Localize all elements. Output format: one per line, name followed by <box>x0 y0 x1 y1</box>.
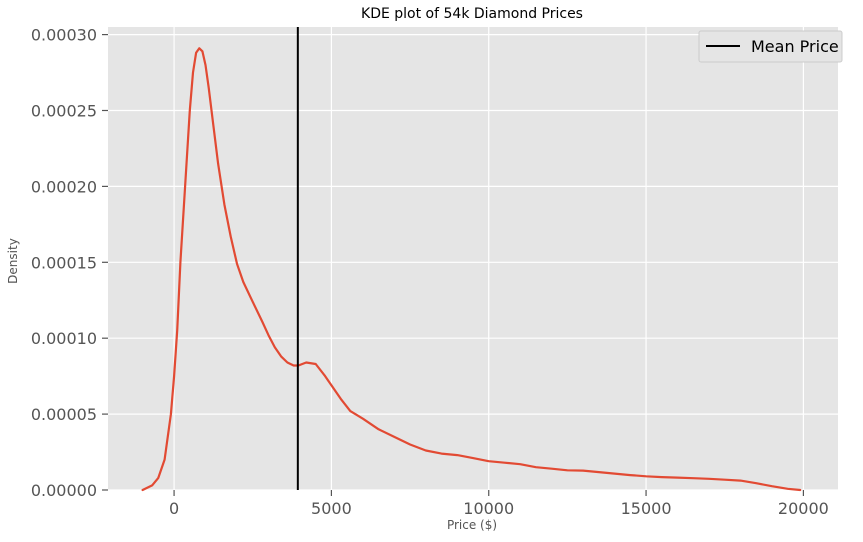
y-tick-label-3: 0.00015 <box>31 253 97 272</box>
series-layer <box>141 47 802 492</box>
y-tick-label-0: 0.00000 <box>31 481 97 500</box>
x-axis-label: Price ($) <box>447 518 497 532</box>
legend: Mean Price <box>698 30 843 63</box>
grid-lines <box>108 27 838 491</box>
y-tick-label-2: 0.00010 <box>31 329 97 348</box>
x-tick-label-0: 0 <box>169 499 179 518</box>
legend-box <box>698 30 843 63</box>
y-tick-label-6: 0.00030 <box>31 26 97 45</box>
x-tick-label-2: 10000 <box>463 499 514 518</box>
y-tick-label-5: 0.00025 <box>31 101 97 120</box>
chart-title: KDE plot of 54k Diamond Prices <box>361 6 583 22</box>
y-axis-ticks: 0.00000 0.00005 0.00010 0.00015 0.00020 0.000… <box>31 26 108 500</box>
kde-series-line-0 <box>141 47 802 492</box>
x-axis-ticks: 0 5000 10000 15000 20000 <box>169 490 829 518</box>
y-tick-label-1: 0.00005 <box>31 405 97 424</box>
x-tick-label-1: 5000 <box>311 499 352 518</box>
y-tick-label-4: 0.00020 <box>31 177 97 196</box>
y-axis-label: Density <box>6 238 20 284</box>
plot-area <box>108 27 838 490</box>
x-tick-label-4: 20000 <box>778 499 829 518</box>
legend-mean-price-label: Mean Price <box>751 37 839 56</box>
x-tick-label-3: 15000 <box>621 499 672 518</box>
